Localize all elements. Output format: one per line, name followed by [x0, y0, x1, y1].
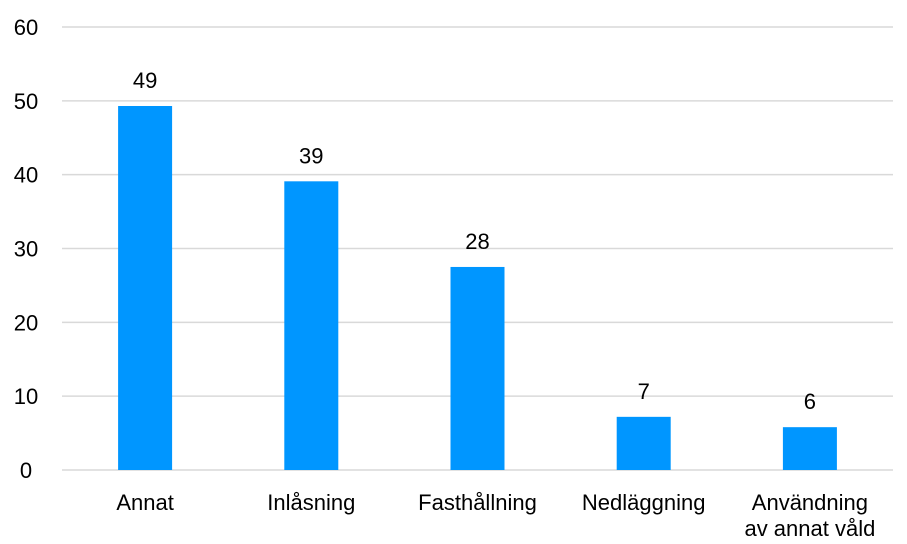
data-labels: 49 39 28 7 6: [133, 68, 816, 414]
data-label: 28: [465, 229, 489, 254]
x-category-label: Användning: [752, 490, 868, 515]
data-label: 6: [804, 389, 816, 414]
bar: [616, 416, 671, 470]
y-tick-label: 10: [14, 384, 38, 409]
bar: [118, 106, 173, 471]
x-category-label: Nedläggning: [582, 490, 706, 515]
bar: [782, 427, 837, 470]
y-tick-label: 0: [20, 458, 32, 483]
x-category-label: Fasthållning: [418, 490, 537, 515]
x-axis-category-labels: Annat Inlåsning Fasthållning Nedläggning Anv…: [116, 490, 875, 541]
data-label: 49: [133, 68, 157, 93]
y-axis-tick-labels: 0 10 20 30 40 50 60: [14, 15, 38, 483]
y-tick-label: 50: [14, 89, 38, 114]
y-tick-label: 60: [14, 15, 38, 40]
data-label: 7: [638, 379, 650, 404]
y-tick-label: 40: [14, 163, 38, 188]
bar: [284, 181, 339, 471]
data-label: 39: [299, 143, 323, 168]
x-category-label: Inlåsning: [267, 490, 355, 515]
x-category-label: av annat våld: [744, 516, 875, 541]
y-tick-label: 20: [14, 310, 38, 335]
x-category-label: Annat: [116, 490, 174, 515]
bars: [118, 106, 837, 471]
bar: [450, 266, 505, 470]
y-tick-label: 30: [14, 237, 38, 262]
